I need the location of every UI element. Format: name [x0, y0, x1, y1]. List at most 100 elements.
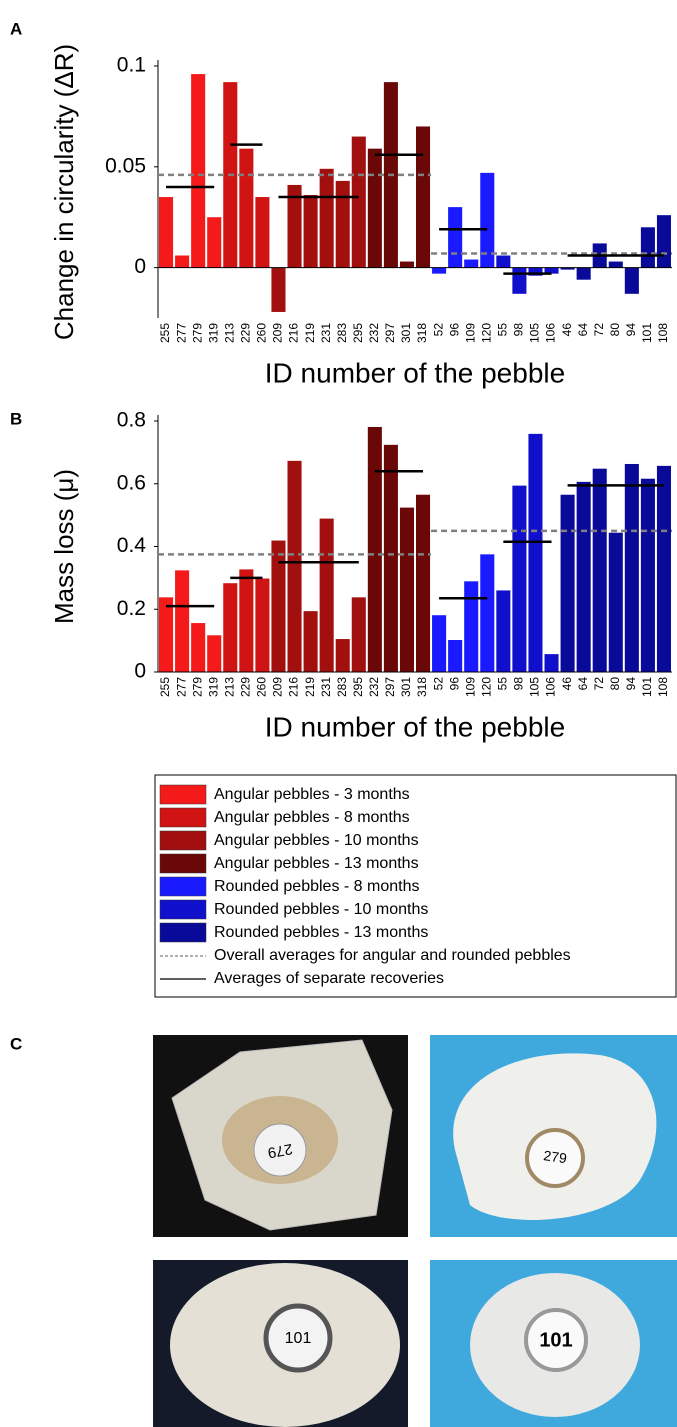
x-tick-label: 279 [190, 323, 204, 343]
x-tick-label: 216 [287, 677, 301, 697]
bar [480, 554, 495, 672]
x-tick-label: 297 [383, 323, 397, 343]
legend-label: Rounded pebbles - 10 months [214, 901, 428, 918]
photo-label: 279 [266, 1140, 294, 1161]
legend-label: Rounded pebbles - 13 months [214, 924, 428, 941]
x-tick-label: 260 [255, 677, 269, 697]
x-tick-label: 106 [544, 677, 558, 697]
x-tick-label: 98 [512, 323, 526, 337]
bar [416, 126, 431, 268]
x-tick-label: 55 [496, 323, 510, 337]
x-axis-label: ID number of the pebble [265, 711, 565, 742]
legend-label: Angular pebbles - 3 months [214, 786, 410, 803]
x-tick-label: 301 [399, 677, 413, 697]
photos [153, 1035, 677, 1427]
x-tick-label: 109 [463, 677, 477, 697]
legend-swatch [159, 853, 207, 874]
bar [287, 184, 302, 268]
bar [608, 532, 623, 672]
bar [207, 217, 222, 268]
bar [351, 597, 366, 672]
x-tick-label: 231 [319, 323, 333, 343]
bar [624, 463, 639, 672]
x-tick-label: 277 [174, 323, 188, 343]
x-tick-label: 94 [624, 323, 638, 337]
bar [335, 180, 350, 268]
bar [544, 654, 559, 672]
tag [263, 1303, 333, 1373]
x-tick-label: 108 [656, 677, 670, 697]
bar [367, 148, 382, 268]
bar [303, 195, 318, 268]
x-tick-label: 232 [367, 677, 381, 697]
y-tick-label: 0.1 [117, 54, 146, 77]
y-tick-label: 0.05 [105, 154, 146, 177]
x-tick-label: 260 [255, 323, 269, 343]
panel-letter: C [10, 1034, 22, 1053]
bar [416, 494, 431, 672]
bar [239, 569, 254, 672]
panel-letter: A [10, 19, 22, 38]
x-tick-label: 120 [479, 677, 493, 697]
legend-label: Averages of separate recoveries [214, 970, 444, 987]
bar [175, 570, 190, 672]
x-tick-label: 295 [351, 677, 365, 697]
bar [496, 590, 511, 672]
x-tick-label: 106 [544, 323, 558, 343]
x-tick-label: 101 [640, 677, 654, 697]
x-tick-label: 46 [560, 323, 574, 337]
x-tick-label: 209 [271, 323, 285, 343]
bar [207, 635, 222, 672]
y-tick-label: 0.6 [117, 471, 146, 494]
bar [576, 481, 591, 672]
x-tick-label: 46 [560, 677, 574, 691]
x-tick-label: 231 [319, 677, 333, 697]
bar [528, 433, 543, 672]
x-tick-label: 319 [206, 677, 220, 697]
bar [271, 540, 286, 672]
x-tick-label: 213 [222, 323, 236, 343]
x-tick-label: 96 [447, 323, 461, 337]
bar [512, 485, 527, 672]
x-tick-label: 105 [528, 677, 542, 697]
bar [640, 478, 655, 672]
x-tick-label: 295 [351, 323, 365, 343]
x-tick-label: 219 [303, 677, 317, 697]
bar [159, 597, 174, 672]
x-tick-label: 209 [271, 677, 285, 697]
x-axis-label: ID number of the pebble [265, 357, 565, 388]
bar [335, 639, 350, 672]
legend-label: Rounded pebbles - 8 months [214, 878, 419, 895]
bar [432, 267, 447, 274]
bar [464, 259, 479, 268]
x-tick-label: 120 [479, 323, 493, 343]
bar [303, 611, 318, 672]
x-tick-label: 301 [399, 323, 413, 343]
bar [448, 207, 463, 268]
bar [367, 426, 382, 672]
legend-label: Angular pebbles - 10 months [214, 832, 419, 849]
x-tick-label: 219 [303, 323, 317, 343]
x-tick-label: 232 [367, 323, 381, 343]
x-tick-label: 52 [431, 323, 445, 337]
bar [319, 518, 334, 672]
bar [175, 255, 190, 268]
panel-letter: B [10, 409, 22, 428]
x-tick-label: 80 [608, 677, 622, 691]
legend-label: Angular pebbles - 8 months [214, 809, 410, 826]
bar [560, 494, 575, 672]
bar [223, 583, 238, 672]
x-tick-label: 255 [158, 677, 172, 697]
legend-box [154, 774, 677, 998]
x-tick-label: 255 [158, 323, 172, 343]
bar [239, 148, 254, 268]
legend-swatch [159, 876, 207, 897]
x-tick-label: 283 [335, 677, 349, 697]
x-tick-label: 105 [528, 323, 542, 343]
x-tick-label: 64 [576, 323, 590, 337]
x-tick-label: 229 [239, 323, 253, 343]
bar [191, 623, 206, 672]
bar [512, 267, 527, 294]
x-tick-label: 319 [206, 323, 220, 343]
